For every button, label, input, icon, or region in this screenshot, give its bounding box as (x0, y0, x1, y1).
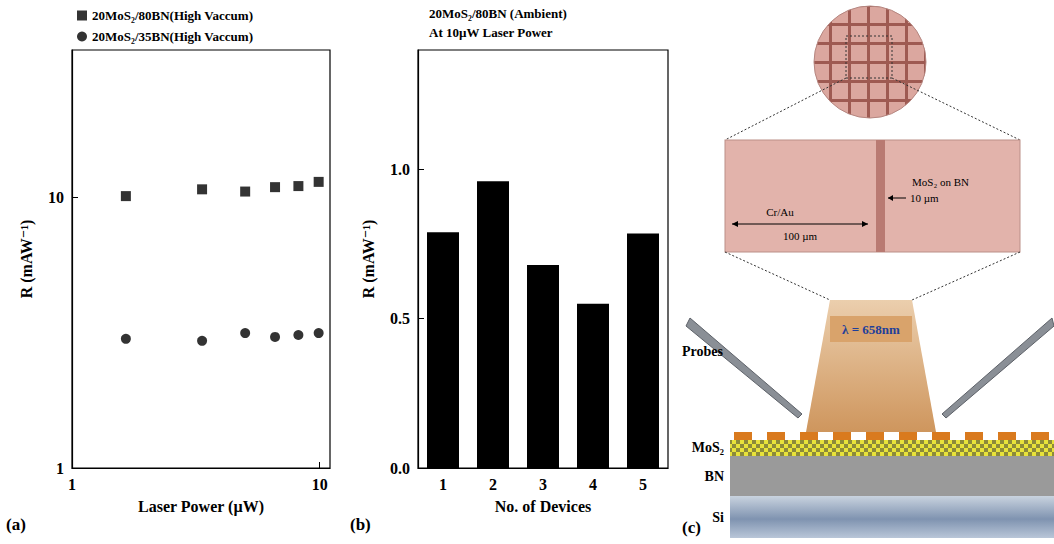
svg-text:R (mAW⁻¹): R (mAW⁻¹) (18, 220, 36, 299)
svg-text:BN: BN (705, 469, 724, 484)
svg-text:(a): (a) (6, 515, 26, 534)
svg-text:λ = 658nm: λ = 658nm (842, 322, 900, 337)
svg-text:4: 4 (589, 476, 597, 493)
svg-text:100 µm: 100 µm (783, 230, 818, 242)
svg-text:10: 10 (48, 189, 64, 206)
svg-text:Cr/Au: Cr/Au (766, 206, 794, 218)
svg-text:(b): (b) (350, 515, 371, 534)
svg-text:MoS₂: MoS₂ (692, 440, 724, 455)
svg-text:1: 1 (68, 476, 76, 493)
svg-text:0.5: 0.5 (390, 310, 410, 327)
svg-text:MoS₂ on BN: MoS₂ on BN (912, 176, 969, 188)
svg-text:20MoS₂/80BN(High Vaccum): 20MoS₂/80BN(High Vaccum) (92, 8, 253, 23)
svg-text:R (mAW⁻¹): R (mAW⁻¹) (360, 220, 378, 299)
svg-text:1.0: 1.0 (390, 161, 410, 178)
svg-text:Laser Power (µW): Laser Power (µW) (138, 498, 264, 516)
svg-text:At 10µW Laser Power: At 10µW Laser Power (429, 25, 553, 40)
svg-text:2: 2 (489, 476, 497, 493)
svg-text:Si: Si (712, 510, 724, 525)
svg-text:20MoS₂/35BN(High Vaccum): 20MoS₂/35BN(High Vaccum) (92, 29, 253, 44)
svg-text:10 µm: 10 µm (910, 192, 939, 204)
svg-text:No. of Devices: No. of Devices (495, 498, 591, 515)
svg-text:1: 1 (439, 476, 447, 493)
svg-text:Probes: Probes (682, 344, 724, 359)
svg-text:5: 5 (639, 476, 647, 493)
svg-text:0.0: 0.0 (390, 460, 410, 477)
svg-text:10: 10 (312, 476, 328, 493)
svg-text:1: 1 (56, 460, 64, 477)
svg-text:20MoS₂/80BN (Ambient): 20MoS₂/80BN (Ambient) (429, 6, 567, 21)
svg-text:(c): (c) (682, 518, 701, 537)
svg-text:3: 3 (539, 476, 547, 493)
